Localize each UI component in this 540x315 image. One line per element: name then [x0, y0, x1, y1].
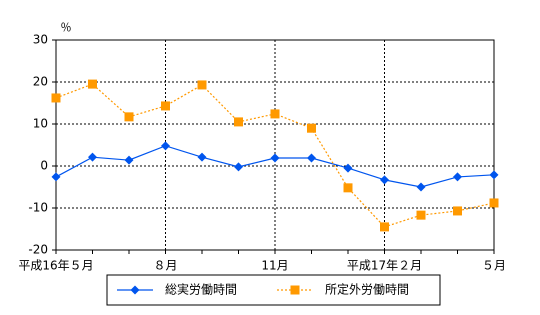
point [380, 175, 389, 185]
point [416, 182, 426, 192]
point [270, 153, 280, 163]
plot-border [55, 39, 495, 251]
point [489, 170, 499, 180]
y-tick-label: 20 [33, 75, 48, 89]
point [197, 80, 207, 90]
y-tick-label: 30 [33, 33, 48, 47]
point [124, 112, 134, 122]
y-axis-unit: ％ [61, 21, 72, 34]
point [307, 153, 316, 163]
point [270, 109, 280, 119]
point [416, 210, 426, 220]
x-tick-label: ５月 [482, 259, 506, 273]
point [307, 123, 316, 133]
point [51, 93, 61, 103]
point [88, 152, 97, 162]
point [453, 206, 462, 216]
x-tick-label: 平成17年２月 [347, 259, 422, 273]
point [124, 155, 134, 165]
point [234, 117, 243, 127]
point [453, 172, 462, 182]
point [380, 222, 389, 232]
y-tick-label: -10 [28, 201, 48, 215]
legend-box [106, 274, 441, 306]
point [51, 172, 61, 182]
point [234, 162, 243, 172]
point [130, 285, 140, 295]
point [161, 101, 170, 111]
point [290, 285, 300, 295]
point [88, 79, 97, 89]
legend-label: 総実労働時間 [165, 282, 237, 297]
x-tick-label: 11月 [261, 259, 288, 273]
x-tick-label: 平成16年５月 [18, 259, 93, 273]
point [489, 198, 499, 208]
point [343, 183, 353, 193]
point [197, 152, 207, 162]
y-tick-label: 10 [33, 117, 48, 131]
point [343, 163, 353, 173]
legend-label: 所定外労働時間 [325, 282, 409, 297]
y-tick-label: 0 [40, 159, 48, 173]
y-tick-label: -20 [28, 243, 48, 257]
point [161, 141, 170, 151]
x-tick-label: ８月 [153, 259, 177, 273]
